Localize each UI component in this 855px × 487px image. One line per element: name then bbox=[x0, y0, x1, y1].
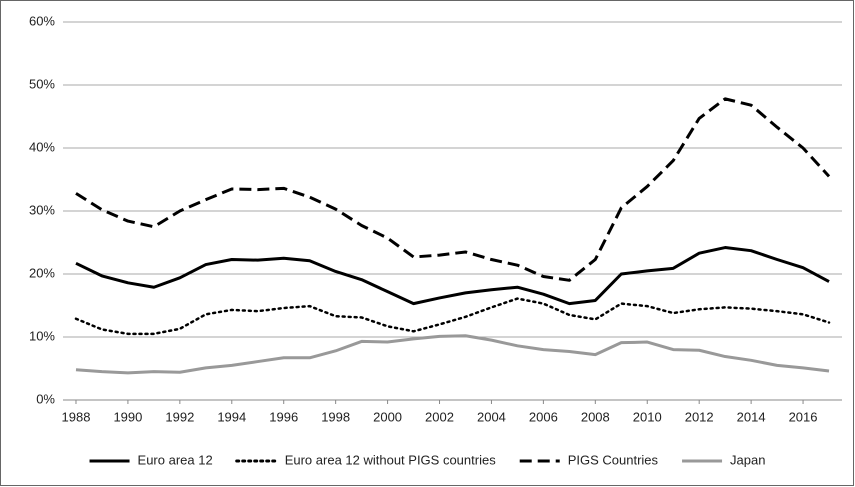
x-tick-label: 2004 bbox=[477, 409, 506, 424]
legend-label: PIGS Countries bbox=[568, 452, 659, 467]
y-tick-label: 20% bbox=[29, 265, 55, 280]
x-tick-label: 2016 bbox=[789, 409, 818, 424]
x-tick-label: 2010 bbox=[633, 409, 662, 424]
x-tick-label: 1988 bbox=[62, 409, 91, 424]
x-tick-label: 2002 bbox=[425, 409, 454, 424]
x-tick-label: 2008 bbox=[581, 409, 610, 424]
x-tick-label: 1990 bbox=[113, 409, 142, 424]
y-tick-label: 40% bbox=[29, 139, 55, 154]
x-tick-label: 1998 bbox=[321, 409, 350, 424]
x-tick-label: 2006 bbox=[529, 409, 558, 424]
series-line bbox=[75, 97, 831, 282]
y-tick-label: 60% bbox=[29, 13, 55, 28]
y-tick-label: 50% bbox=[29, 76, 55, 91]
y-tick-label: 0% bbox=[36, 391, 55, 406]
x-tick-label: 1992 bbox=[165, 409, 194, 424]
legend-label: Euro area 12 bbox=[138, 452, 213, 467]
legend-label: Euro area 12 without PIGS countries bbox=[285, 452, 497, 467]
y-tick-label: 10% bbox=[29, 328, 55, 343]
y-tick-label: 30% bbox=[29, 202, 55, 217]
x-tick-label: 1996 bbox=[269, 409, 298, 424]
x-tick-label: 1994 bbox=[217, 409, 246, 424]
series-line bbox=[75, 246, 830, 306]
legend-label: Japan bbox=[730, 452, 765, 467]
series-line bbox=[75, 334, 830, 375]
x-tick-label: 2014 bbox=[737, 409, 766, 424]
series-line bbox=[74, 297, 831, 336]
x-tick-label: 2012 bbox=[685, 409, 714, 424]
x-tick-label: 2000 bbox=[373, 409, 402, 424]
